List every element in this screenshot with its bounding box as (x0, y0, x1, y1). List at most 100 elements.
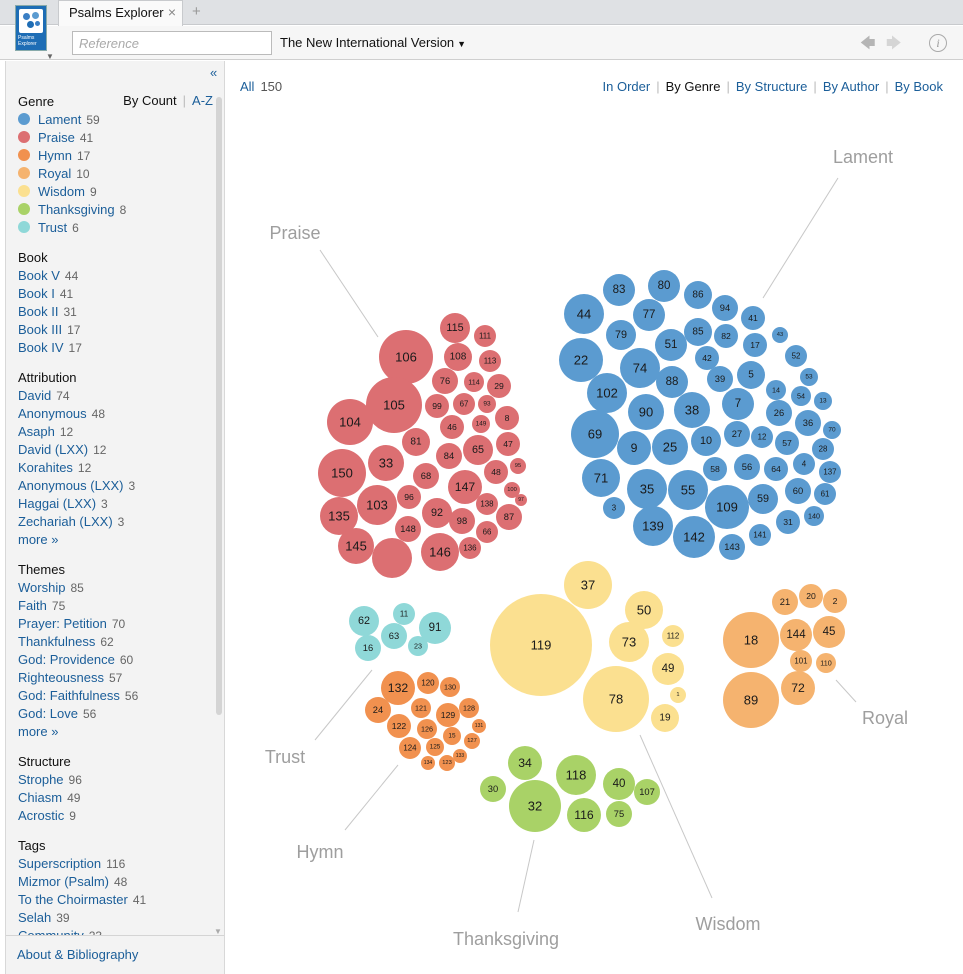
psalm-bubble[interactable]: 92 (422, 498, 452, 528)
psalm-bubble[interactable]: 121 (411, 698, 431, 718)
psalm-bubble[interactable]: 137 (819, 461, 841, 483)
psalm-bubble[interactable]: 115 (440, 313, 470, 343)
psalm-bubble[interactable]: 82 (714, 324, 738, 348)
psalm-bubble[interactable]: 120 (417, 672, 439, 694)
psalm-bubble[interactable]: 5 (737, 361, 765, 389)
app-menu-chevron-icon[interactable]: ▼ (46, 52, 54, 61)
filter-item[interactable]: Worship 85 (18, 579, 213, 597)
psalm-bubble[interactable]: 62 (349, 606, 379, 636)
psalm-bubble[interactable]: 15 (443, 727, 461, 745)
back-arrow-icon[interactable]: 🡄 (860, 35, 876, 52)
filter-item[interactable]: Lament 59 (18, 111, 213, 129)
psalm-bubble[interactable]: 20 (799, 584, 823, 608)
psalm-bubble[interactable]: 95 (510, 458, 526, 474)
psalm-bubble[interactable]: 113 (479, 350, 501, 372)
psalm-bubble[interactable]: 7 (722, 388, 754, 420)
psalm-bubble[interactable]: 94 (712, 295, 738, 321)
psalm-bubble[interactable]: 12 (751, 426, 773, 448)
psalm-bubble[interactable]: 9 (617, 431, 651, 465)
psalm-bubble[interactable]: 50 (625, 591, 663, 629)
psalm-bubble[interactable]: 81 (402, 428, 430, 456)
filter-item[interactable]: Strophe 96 (18, 771, 213, 789)
psalm-bubble[interactable]: 67 (453, 393, 475, 415)
genre-label-trust[interactable]: Trust (265, 747, 305, 767)
psalm-bubble[interactable]: 144 (780, 619, 812, 651)
psalm-bubble[interactable]: 143 (719, 534, 745, 560)
psalm-bubble[interactable]: 74 (620, 348, 660, 388)
psalm-bubble[interactable]: 109 (705, 485, 749, 529)
psalm-bubble[interactable]: 29 (487, 374, 511, 398)
psalm-bubble[interactable]: 45 (813, 616, 845, 648)
filter-item[interactable]: Zechariah (LXX) 3 (18, 513, 213, 531)
psalm-bubble[interactable]: 128 (459, 698, 479, 718)
psalm-bubble[interactable]: 17 (743, 333, 767, 357)
psalm-bubble[interactable]: 63 (381, 623, 407, 649)
psalm-bubble[interactable]: 105 (366, 377, 422, 433)
attribution-more-link[interactable]: more » (18, 532, 59, 547)
genre-label-lament[interactable]: Lament (833, 147, 893, 167)
filter-item[interactable]: Superscription 116 (18, 855, 213, 873)
psalm-bubble[interactable]: 35 (627, 469, 667, 509)
filter-item[interactable]: David (LXX) 12 (18, 441, 213, 459)
filter-item[interactable]: David 74 (18, 387, 213, 405)
sidebar-scrollbar[interactable] (216, 97, 222, 715)
psalm-bubble[interactable]: 119 (490, 594, 592, 696)
psalm-bubble[interactable]: 68 (413, 463, 439, 489)
psalm-bubble[interactable]: 112 (662, 625, 684, 647)
psalm-bubble[interactable]: 64 (764, 457, 788, 481)
filter-item[interactable]: Book IV 17 (18, 339, 213, 357)
filter-item[interactable]: Wisdom 9 (18, 183, 213, 201)
collapse-sidebar-button[interactable]: « (210, 65, 218, 80)
filter-item[interactable]: Book III 17 (18, 321, 213, 339)
view-by-structure[interactable]: By Structure (735, 79, 808, 94)
psalm-bubble[interactable]: 71 (582, 459, 620, 497)
psalm-bubble[interactable]: 19 (651, 704, 679, 732)
psalm-bubble[interactable]: 111 (474, 325, 496, 347)
psalm-bubble[interactable]: 127 (464, 733, 480, 749)
filter-item[interactable]: Prayer: Petition 70 (18, 615, 213, 633)
psalm-bubble[interactable]: 36 (795, 410, 821, 436)
filter-item[interactable]: Selah 39 (18, 909, 213, 927)
psalm-bubble[interactable]: 58 (703, 457, 727, 481)
genre-label-wisdom[interactable]: Wisdom (695, 914, 760, 934)
psalm-bubble[interactable]: 51 (655, 329, 687, 361)
psalm-bubble[interactable]: 79 (606, 320, 636, 350)
psalm-bubble[interactable]: 66 (476, 521, 498, 543)
psalm-bubble[interactable]: 32 (509, 780, 561, 832)
psalm-bubble[interactable]: 26 (766, 400, 792, 426)
filter-item[interactable]: Community 23 (18, 927, 213, 935)
filter-item[interactable]: Anonymous (LXX) 3 (18, 477, 213, 495)
psalm-bubble[interactable]: 13 (814, 392, 832, 410)
about-bibliography-link[interactable]: About & Bibliography (6, 935, 224, 974)
psalm-bubble[interactable]: 140 (804, 506, 824, 526)
psalm-bubble[interactable]: 10 (691, 426, 721, 456)
psalm-bubble[interactable]: 145 (338, 528, 374, 564)
filter-item[interactable]: God: Love 56 (18, 705, 213, 723)
psalm-bubble[interactable]: 31 (776, 510, 800, 534)
psalm-bubble[interactable]: 25 (652, 429, 688, 465)
psalm-bubble[interactable]: 54 (791, 386, 811, 406)
psalm-bubble[interactable]: 87 (496, 504, 522, 530)
psalm-bubble[interactable]: 38 (674, 392, 710, 428)
filter-item[interactable]: Acrostic 9 (18, 807, 213, 825)
add-tab-icon[interactable]: + (192, 3, 201, 20)
filter-item[interactable]: God: Providence 60 (18, 651, 213, 669)
psalm-bubble[interactable]: 129 (436, 703, 460, 727)
psalm-bubble[interactable]: 44 (564, 294, 604, 334)
view-by-author[interactable]: By Author (822, 79, 880, 94)
psalm-bubble[interactable]: 88 (656, 366, 688, 398)
filter-item[interactable]: Mizmor (Psalm) 48 (18, 873, 213, 891)
psalm-bubble[interactable]: 73 (609, 622, 649, 662)
psalm-bubble[interactable]: 53 (800, 368, 818, 386)
filter-item[interactable]: Asaph 12 (18, 423, 213, 441)
psalm-bubble[interactable]: 69 (571, 410, 619, 458)
filter-item[interactable]: God: Faithfulness 56 (18, 687, 213, 705)
psalm-bubble[interactable]: 146 (421, 533, 459, 571)
psalm-bubble[interactable]: 2 (823, 589, 847, 613)
filter-item[interactable]: Righteousness 57 (18, 669, 213, 687)
genre-label-royal[interactable]: Royal (862, 708, 908, 728)
psalm-bubble[interactable]: 21 (772, 589, 798, 615)
filter-item[interactable]: Praise 41 (18, 129, 213, 147)
psalm-bubble[interactable]: 110 (816, 653, 836, 673)
psalm-bubble[interactable]: 102 (587, 373, 627, 413)
